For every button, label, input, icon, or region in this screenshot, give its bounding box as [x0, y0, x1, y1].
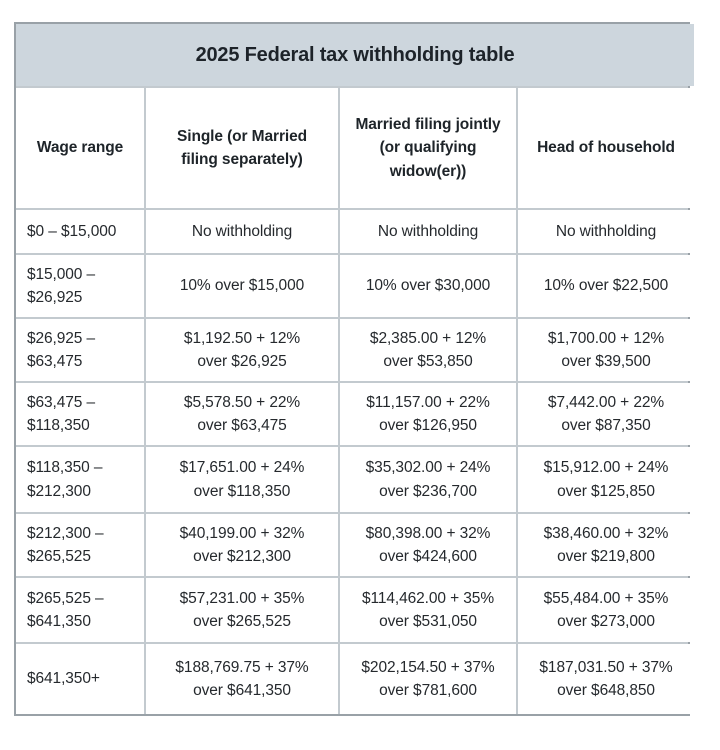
withholding-cell: $57,231.00 + 35% over $265,525: [146, 578, 338, 642]
withholding-cell: $188,769.75 + 37% over $641,350: [146, 644, 338, 714]
withholding-cell: $35,302.00 + 24% over $236,700: [340, 447, 516, 512]
wage-range-cell: $265,525 – $641,350: [16, 578, 144, 642]
column-header: Married filing jointly (or qualifying wi…: [340, 88, 516, 208]
withholding-cell: $17,651.00 + 24% over $118,350: [146, 447, 338, 512]
withholding-cell: No withholding: [340, 210, 516, 253]
table-title: 2025 Federal tax withholding table: [16, 24, 694, 86]
withholding-cell: $40,199.00 + 32% over $212,300: [146, 514, 338, 576]
withholding-cell: $11,157.00 + 22% over $126,950: [340, 383, 516, 445]
withholding-cell: $7,442.00 + 22% over $87,350: [518, 383, 694, 445]
withholding-cell: 10% over $22,500: [518, 255, 694, 317]
wage-range-cell: $641,350+: [16, 644, 144, 714]
wage-range-cell: $15,000 – $26,925: [16, 255, 144, 317]
federal-tax-withholding-table: 2025 Federal tax withholding table Wage …: [14, 22, 694, 716]
column-header: Single (or Married filing separately): [146, 88, 338, 208]
withholding-cell: $187,031.50 + 37% over $648,850: [518, 644, 694, 714]
column-header: Head of household: [518, 88, 694, 208]
wage-range-cell: $0 – $15,000: [16, 210, 144, 253]
wage-range-cell: $26,925 – $63,475: [16, 319, 144, 381]
withholding-cell: $202,154.50 + 37% over $781,600: [340, 644, 516, 714]
withholding-cell: $55,484.00 + 35% over $273,000: [518, 578, 694, 642]
withholding-cell: $1,700.00 + 12% over $39,500: [518, 319, 694, 381]
withholding-cell: $2,385.00 + 12% over $53,850: [340, 319, 516, 381]
withholding-cell: $5,578.50 + 22% over $63,475: [146, 383, 338, 445]
withholding-cell: No withholding: [146, 210, 338, 253]
withholding-cell: $38,460.00 + 32% over $219,800: [518, 514, 694, 576]
withholding-cell: 10% over $15,000: [146, 255, 338, 317]
wage-range-cell: $63,475 – $118,350: [16, 383, 144, 445]
withholding-cell: $15,912.00 + 24% over $125,850: [518, 447, 694, 512]
withholding-cell: 10% over $30,000: [340, 255, 516, 317]
wage-range-cell: $118,350 – $212,300: [16, 447, 144, 512]
withholding-cell: $114,462.00 + 35% over $531,050: [340, 578, 516, 642]
withholding-cell: $1,192.50 + 12% over $26,925: [146, 319, 338, 381]
column-header: Wage range: [16, 88, 144, 208]
wage-range-cell: $212,300 – $265,525: [16, 514, 144, 576]
withholding-cell: No withholding: [518, 210, 694, 253]
withholding-cell: $80,398.00 + 32% over $424,600: [340, 514, 516, 576]
